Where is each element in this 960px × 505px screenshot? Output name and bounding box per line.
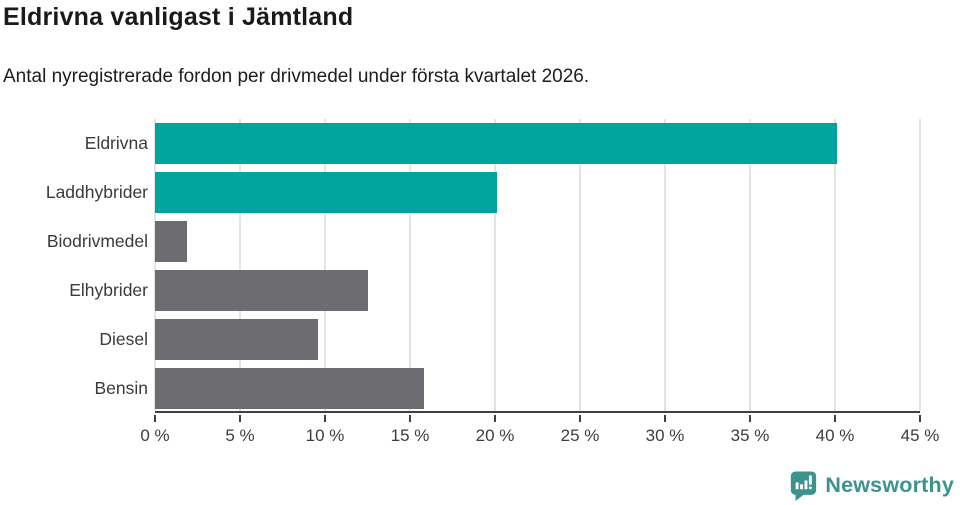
gridline xyxy=(239,119,241,411)
bar-biodrivmedel xyxy=(155,221,188,262)
axis-tick xyxy=(494,415,496,422)
x-tick-label: 20 % xyxy=(475,426,515,445)
axis-tick xyxy=(579,415,581,422)
y-axis-label: Diesel xyxy=(99,329,148,349)
bar-bensin xyxy=(155,368,424,409)
y-axis-label: Bensin xyxy=(94,378,148,398)
gridline xyxy=(324,119,326,411)
y-axis-label: Elhybrider xyxy=(69,280,148,300)
bar-diesel xyxy=(155,319,319,360)
axis-tick xyxy=(834,415,836,422)
x-tick-label: 15 % xyxy=(390,426,430,445)
bar-chart-speech-bubble-icon xyxy=(791,470,817,501)
x-tick-label: 40 % xyxy=(815,426,855,445)
y-axis-label: Biodrivmedel xyxy=(46,231,148,251)
x-axis: 0 % 5 % 10 % 15 % 20 % 25 % 30 % 35 % 40 % 45 % xyxy=(0,415,960,460)
chart-subtitle: Antal nyregistrerade fordon per drivmede… xyxy=(3,66,590,87)
x-tick-label: 30 % xyxy=(645,426,685,445)
axis-tick xyxy=(409,415,411,422)
gridline xyxy=(494,119,496,411)
gridline xyxy=(834,119,836,411)
bar-chart: Eldrivna Laddhybrider Biodrivmedel Elhybrid… xyxy=(0,119,960,413)
bar-elhybrider xyxy=(155,270,368,311)
y-axis-label: Eldrivna xyxy=(84,133,148,153)
gridline xyxy=(919,119,921,411)
bar-eldrivna xyxy=(155,123,837,164)
x-tick-label: 25 % xyxy=(560,426,600,445)
axis-tick xyxy=(324,415,326,422)
axis-tick xyxy=(239,415,241,422)
bar-laddhybrider xyxy=(155,172,497,213)
gridline xyxy=(664,119,666,411)
x-tick-label: 10 % xyxy=(305,426,345,445)
brand-name: Newsworthy xyxy=(825,472,954,497)
x-tick-label: 5 % xyxy=(225,426,255,445)
x-tick-label: 35 % xyxy=(730,426,770,445)
y-axis-label: Laddhybrider xyxy=(45,182,148,202)
gridline xyxy=(749,119,751,411)
plot-area xyxy=(154,119,921,413)
gridline xyxy=(579,119,581,411)
axis-tick xyxy=(919,415,921,422)
chart-title: Eldrivna vanligast i Jämtland xyxy=(3,3,354,31)
newsworthy-logo: Newsworthy xyxy=(788,469,954,501)
axis-tick xyxy=(154,415,156,422)
axis-tick xyxy=(749,415,751,422)
axis-tick xyxy=(664,415,666,422)
gridline xyxy=(409,119,411,411)
x-tick-label: 0 % xyxy=(140,426,170,445)
x-tick-label: 45 % xyxy=(900,426,940,445)
gridline xyxy=(154,119,156,411)
